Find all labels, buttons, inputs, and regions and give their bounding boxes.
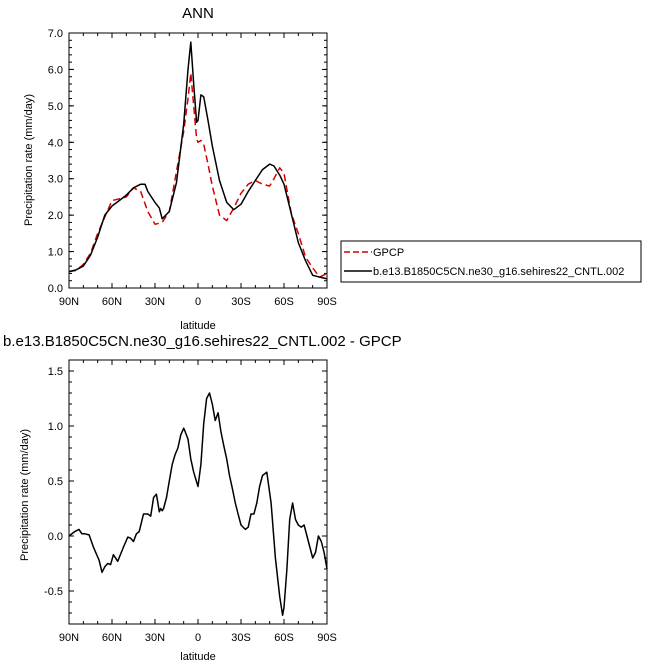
top-series-line-0 xyxy=(68,72,328,278)
top-y-tick-label-1: 1.0 xyxy=(48,247,63,259)
plot-frame-difference xyxy=(68,359,328,625)
top-x-tick-label-1: 60N xyxy=(102,296,122,308)
y-axis-label-difference: Precipitation rate (mm/day) xyxy=(19,429,31,561)
bottom-y-tick-label-1: 0.0 xyxy=(48,531,63,543)
top-x-tick-label-3: 0 xyxy=(195,296,201,308)
bottom-series-line-0 xyxy=(68,392,328,616)
legend-entry-gpcp: GPCP xyxy=(373,247,404,259)
top-x-tick-label-5: 60S xyxy=(274,296,294,308)
series-lines xyxy=(68,41,328,280)
top-y-tick-label-5: 5.0 xyxy=(48,101,63,113)
top-y-tick-label-3: 3.0 xyxy=(48,174,63,186)
bottom-y-tick-label-2: 0.5 xyxy=(48,476,63,488)
top-y-tick-label-4: 4.0 xyxy=(48,137,63,149)
x-axis-label-difference: latitude xyxy=(180,651,215,663)
top-x-tick-label-2: 30N xyxy=(145,296,165,308)
bottom-x-tick-label-2: 30N xyxy=(145,632,165,644)
plot-frame xyxy=(68,32,328,289)
bottom-x-tick-label-5: 60S xyxy=(274,632,294,644)
axis-ticks: 90N 60N 30N 0 30S 60S 90S 0.0 1.0 2.0 3.0 4.0 5.0 6.0… xyxy=(48,28,337,308)
precipitation-chart-annual: ANN Precipitation rate (mm/day) latitude… xyxy=(23,5,337,332)
top-x-tick-label-6: 90S xyxy=(317,296,337,308)
top-x-tick-label-0: 90N xyxy=(59,296,79,308)
top-y-tick-label-2: 2.0 xyxy=(48,210,63,222)
legend-entry-model: b.e13.B1850C5CN.ne30_g16.sehires22_CNTL.… xyxy=(373,266,624,278)
chart-title: ANN xyxy=(182,5,214,22)
top-y-tick-label-6: 6.0 xyxy=(48,64,63,76)
top-series-line-1 xyxy=(68,41,328,280)
chart-title-difference: b.e13.B1850C5CN.ne30_g16.sehires22_CNTL.… xyxy=(3,333,402,350)
series-lines-difference xyxy=(68,392,328,616)
legend: GPCP b.e13.B1850C5CN.ne30_g16.sehires22_… xyxy=(340,240,642,283)
bottom-x-tick-label-6: 90S xyxy=(317,632,337,644)
bottom-y-tick-label-0: -0.5 xyxy=(44,586,63,598)
bottom-y-tick-label-3: 1.0 xyxy=(48,421,63,433)
x-axis-label: latitude xyxy=(180,320,215,332)
legend-frame xyxy=(340,240,642,283)
top-x-tick-label-4: 30S xyxy=(231,296,251,308)
bottom-y-tick-label-4: 1.5 xyxy=(48,366,63,378)
top-y-tick-label-7: 7.0 xyxy=(48,28,63,40)
bottom-x-tick-label-3: 0 xyxy=(195,632,201,644)
bottom-x-tick-label-4: 30S xyxy=(231,632,251,644)
y-axis-label: Precipitation rate (mm/day) xyxy=(23,94,35,226)
bottom-x-tick-label-0: 90N xyxy=(59,632,79,644)
axis-ticks-difference: 90N 60N 30N 0 30S 60S 90S -0.5 0.0 0.5 1.0 1.5 xyxy=(44,359,337,644)
bottom-x-tick-label-1: 60N xyxy=(102,632,122,644)
precipitation-difference-chart: b.e13.B1850C5CN.ne30_g16.sehires22_CNTL.… xyxy=(3,333,402,663)
top-y-tick-label-0: 0.0 xyxy=(48,283,63,295)
